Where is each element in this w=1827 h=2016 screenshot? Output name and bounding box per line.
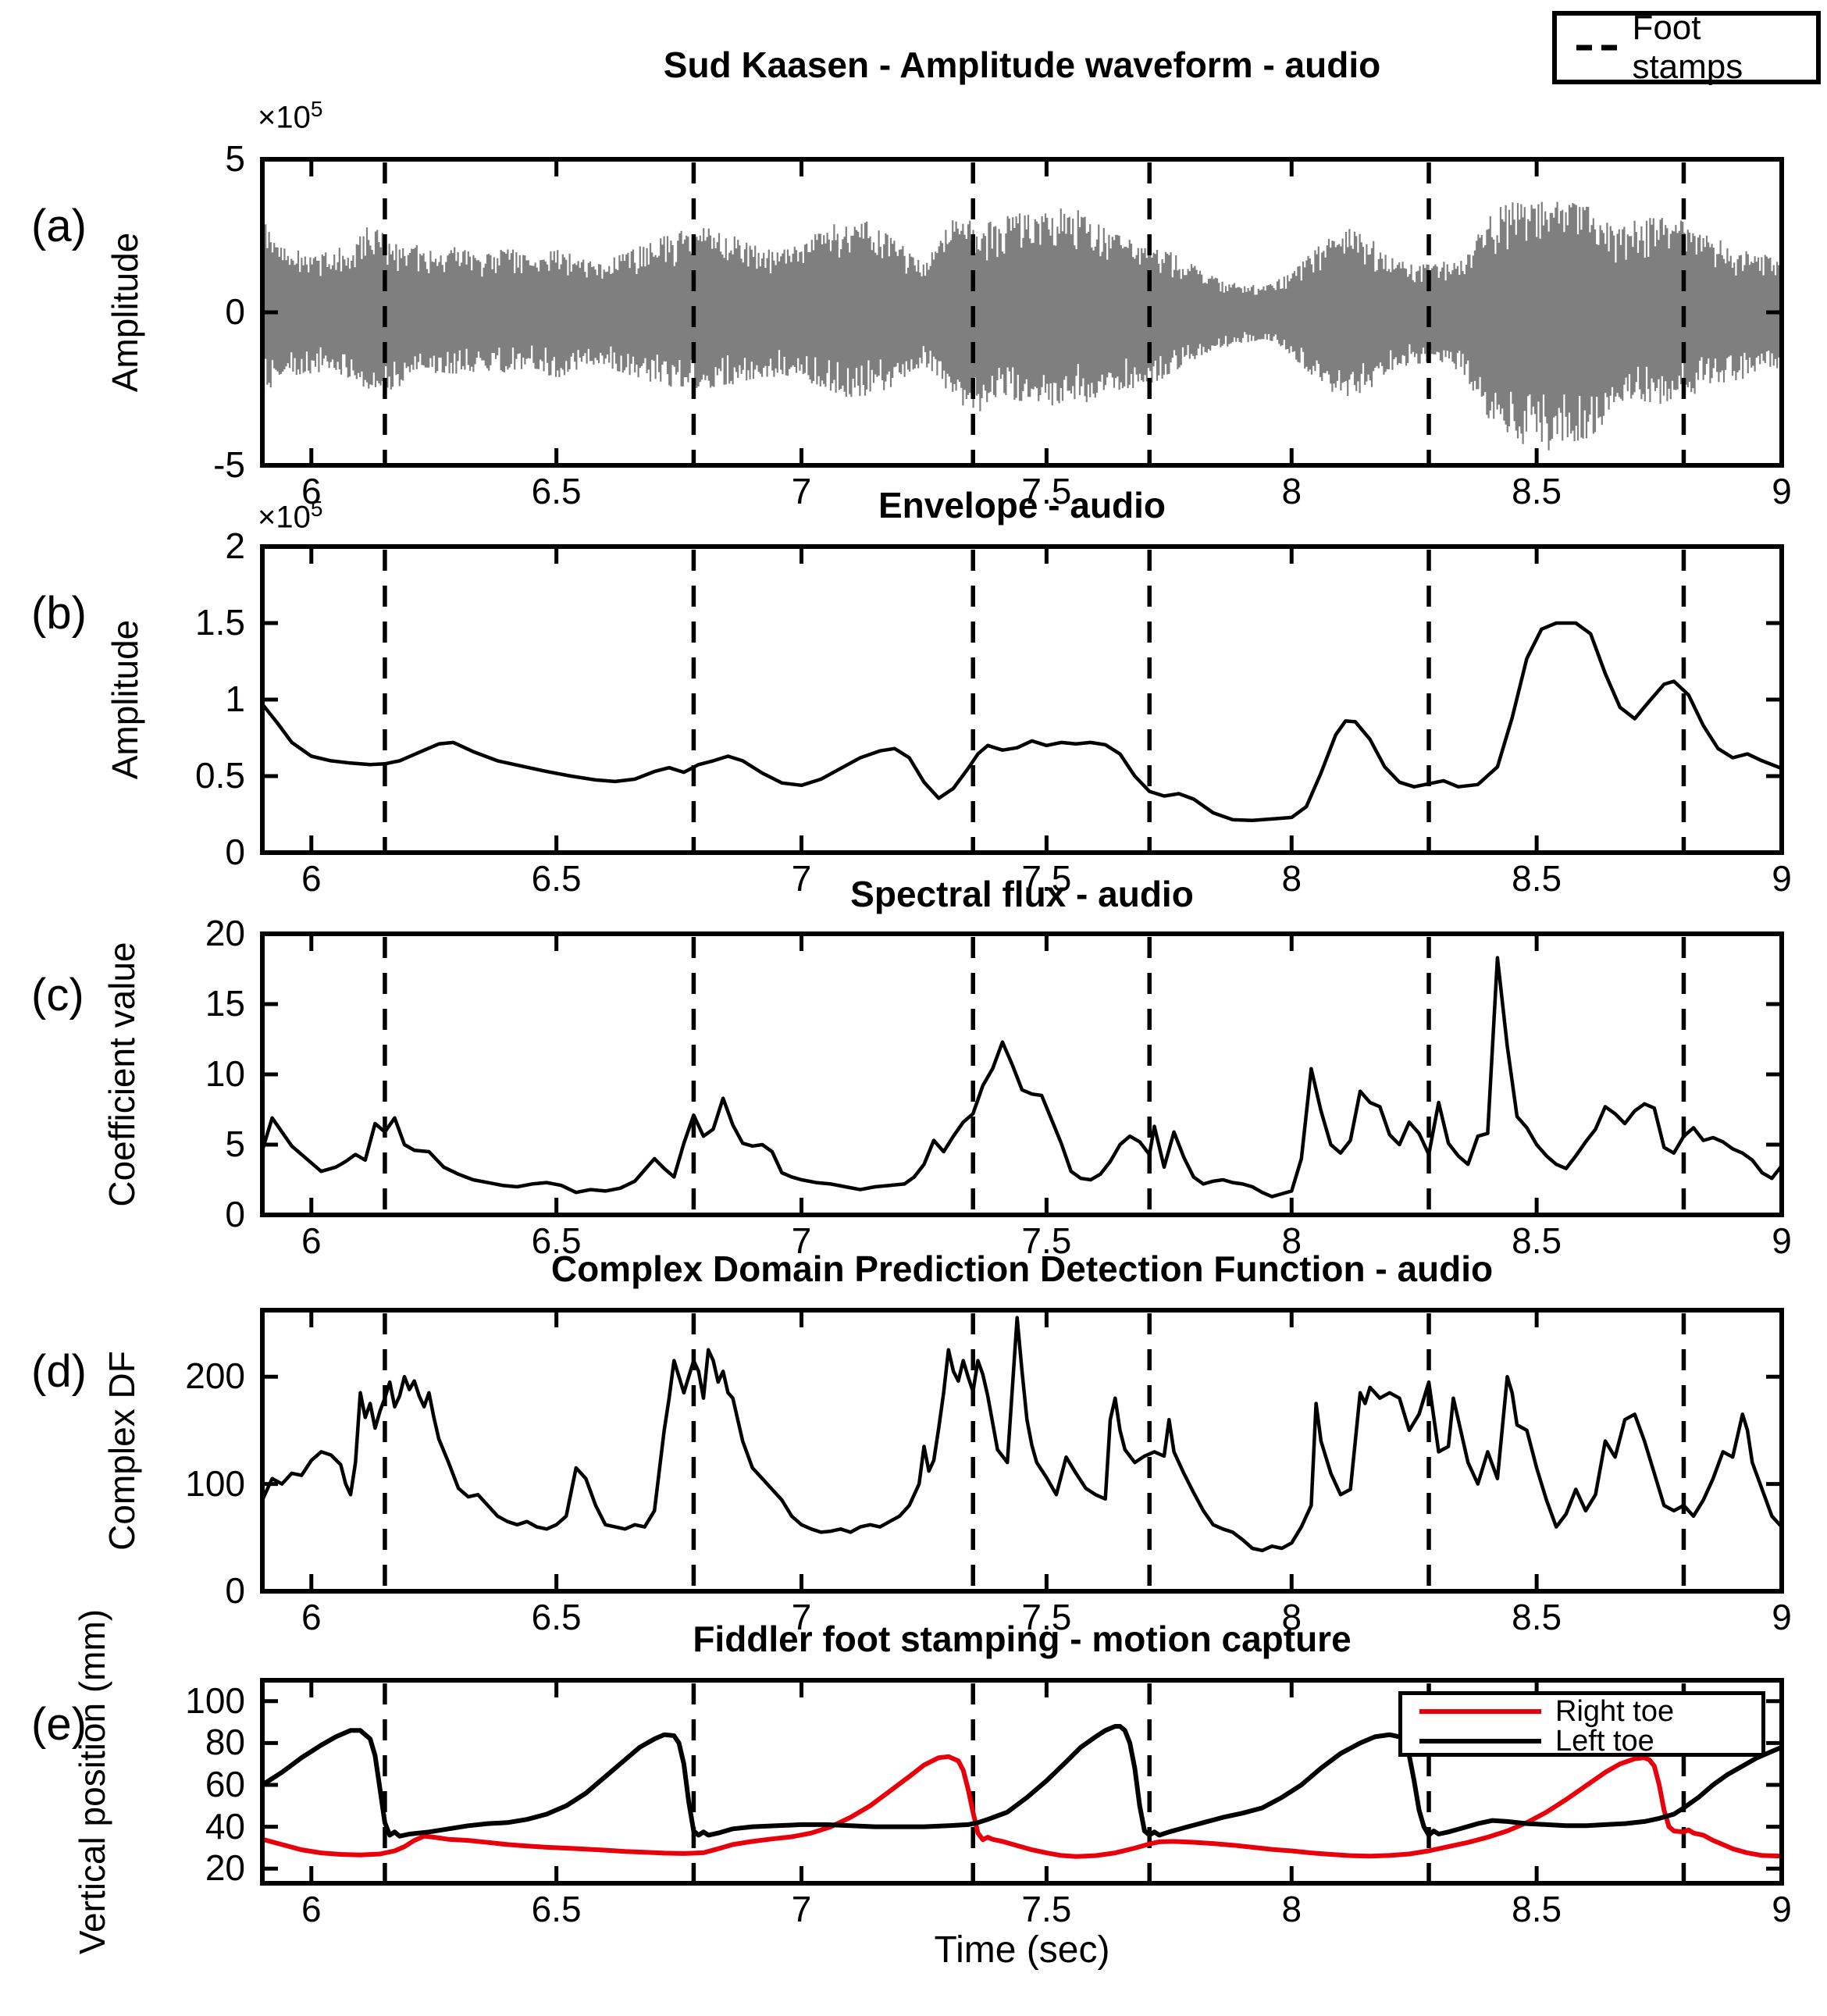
panel-foot_stamping-ytick: 20 [205,1847,245,1889]
left-toe-line-icon [1419,1739,1541,1744]
panel-envelope-ytick: 2 [225,525,245,566]
x-axis-label: Time (sec) [934,1929,1110,1971]
axes-border [260,544,1784,855]
axes-border [260,931,1784,1217]
panel-complex_df-xtick: 7 [791,1597,812,1637]
right_toe-line [262,1754,1782,1859]
panel-spectral_flux-plot [260,931,1784,1217]
panel-waveform-xtick: 8.5 [1512,471,1562,511]
panel-spectral_flux-xtick: 8.5 [1512,1220,1562,1261]
panel-envelope-xtick: 7 [791,858,812,899]
panel-envelope-ytick: 0.5 [195,755,245,796]
panel-envelope-xtick: 8.5 [1512,858,1562,899]
toe-legend-row: Left toe [1402,1726,1761,1756]
foot-stamps-legend: Foot stamps [1552,9,1821,86]
toe-legend-row: Right toe [1402,1697,1761,1726]
panel-spectral_flux-xtick: 6.5 [531,1220,582,1261]
panel-waveform-xtick: 7 [791,471,812,511]
panel-waveform-ytick: 0 [225,291,245,332]
panel-envelope-ytick: 1 [225,679,245,719]
envelope-line [262,621,1782,823]
panel-spectral_flux-title: Spectral flux - audio [850,874,1194,914]
panel-foot_stamping-xtick: 7.5 [1021,1889,1072,1929]
panel-spectral_flux-xtick: 6 [301,1220,322,1261]
panel-waveform-xtick: 7.5 [1021,471,1072,511]
panel-spectral_flux-xtick: 7 [791,1220,812,1261]
panel-foot_stamping-ytick: 80 [205,1722,245,1763]
panel-spectral_flux-ytick: 15 [205,983,245,1024]
dashed-line-icon [1576,45,1620,51]
panel-envelope-xtick: 6 [301,858,322,899]
panel-envelope-xtick: 6.5 [531,858,582,899]
panel-waveform-xtick: 9 [1772,471,1792,511]
panel-complex_df-xtick: 7.5 [1021,1597,1072,1637]
panel-spectral_flux-xtick: 8 [1281,1220,1302,1261]
panel-complex_df-xtick: 9 [1772,1597,1792,1637]
panel-envelope-y-exponent: ×105 [258,497,323,535]
figure-root: Foot stamps Sud Kaasen - Amplitude wavef… [31,9,1821,1971]
panel-spectral_flux-xtick: 9 [1772,1220,1792,1261]
panel-waveform-xtick: 6.5 [531,471,582,511]
panel-spectral_flux-ytick: 0 [225,1194,245,1234]
row-label-e: (e) [31,1699,87,1750]
panel-waveform-xtick: 6 [301,471,322,511]
panel-complex_df-xtick: 8 [1281,1597,1302,1637]
row-label-d: (d) [31,1346,87,1397]
axes-border [260,1308,1784,1594]
panel-complex_df-ytick: 100 [185,1462,245,1504]
panel-foot_stamping-xtick: 6.5 [531,1889,582,1929]
panel-complex_df-ytick: 0 [225,1570,245,1611]
panel-foot_stamping-ytick: 60 [205,1764,245,1805]
panel-foot_stamping-xtick: 9 [1772,1889,1792,1929]
panel-complex_df-title: Complex Domain Prediction Detection Func… [550,1248,1494,1289]
panel-spectral_flux-xtick: 7.5 [1021,1220,1072,1261]
panel-spectral_flux-ytick: 5 [225,1124,245,1164]
panel-foot_stamping-ytick: 100 [185,1679,245,1721]
panel-envelope-xtick: 9 [1772,858,1792,899]
audio-waveform [262,201,1780,451]
right-toe-legend-label: Right toe [1555,1695,1675,1728]
panel-spectral_flux-ytick: 10 [205,1053,245,1094]
panel-envelope-xtick: 8 [1281,858,1302,899]
panel-complex_df-ytick: 200 [185,1355,245,1397]
panel-foot_stamping-xtick: 7 [791,1889,812,1929]
toe-legend: Right toe Left toe [1398,1691,1765,1757]
spectral_flux-line [262,956,1782,1199]
panel-envelope-title: Envelope - audio [878,485,1166,525]
panel-waveform-plot [260,157,1784,468]
panel-complex_df-xtick: 6 [301,1597,322,1637]
panel-complex_df-xtick: 8.5 [1512,1597,1562,1637]
panel-waveform-y-exponent: ×105 [258,97,323,135]
panel-waveform-xtick: 8 [1281,471,1302,511]
row-label-b: (b) [31,588,87,639]
row-label-a: (a) [31,201,87,251]
foot-stamps-legend-label: Foot stamps [1632,9,1743,86]
axes-border [260,1678,1784,1886]
right-toe-line-icon [1419,1709,1541,1714]
panel-complex_df-xtick: 6.5 [531,1597,582,1637]
panel-waveform-title: Sud Kaasen - Amplitude waveform - audio [663,45,1381,85]
left-toe-legend-label: Left toe [1555,1725,1654,1758]
panel-spectral_flux-ytick: 20 [205,913,245,953]
panel-envelope-ytick: 1.5 [195,602,245,643]
left_toe-line [262,1724,1782,1839]
panel-foot_stamping-xtick: 6 [301,1889,322,1929]
panel-foot_stamping-plot [260,1678,1784,1886]
row-label-c: (c) [31,970,84,1020]
panel-waveform-ytick: -5 [213,444,245,485]
panel-waveform-ytick: 5 [225,138,245,179]
panel-foot_stamping-xtick: 8.5 [1512,1889,1562,1929]
panel-envelope-ytick: 0 [225,832,245,872]
panel-envelope-xtick: 7.5 [1021,858,1072,899]
panel-foot_stamping-xtick: 8 [1281,1889,1302,1929]
panel-envelope-plot [260,544,1784,855]
complex_df-line [262,1316,1782,1553]
panel-foot_stamping-ytick: 40 [205,1805,245,1847]
panel-foot_stamping-title: Fiddler foot stamping - motion capture [693,1619,1352,1659]
panel-complex_df-plot [260,1308,1784,1594]
